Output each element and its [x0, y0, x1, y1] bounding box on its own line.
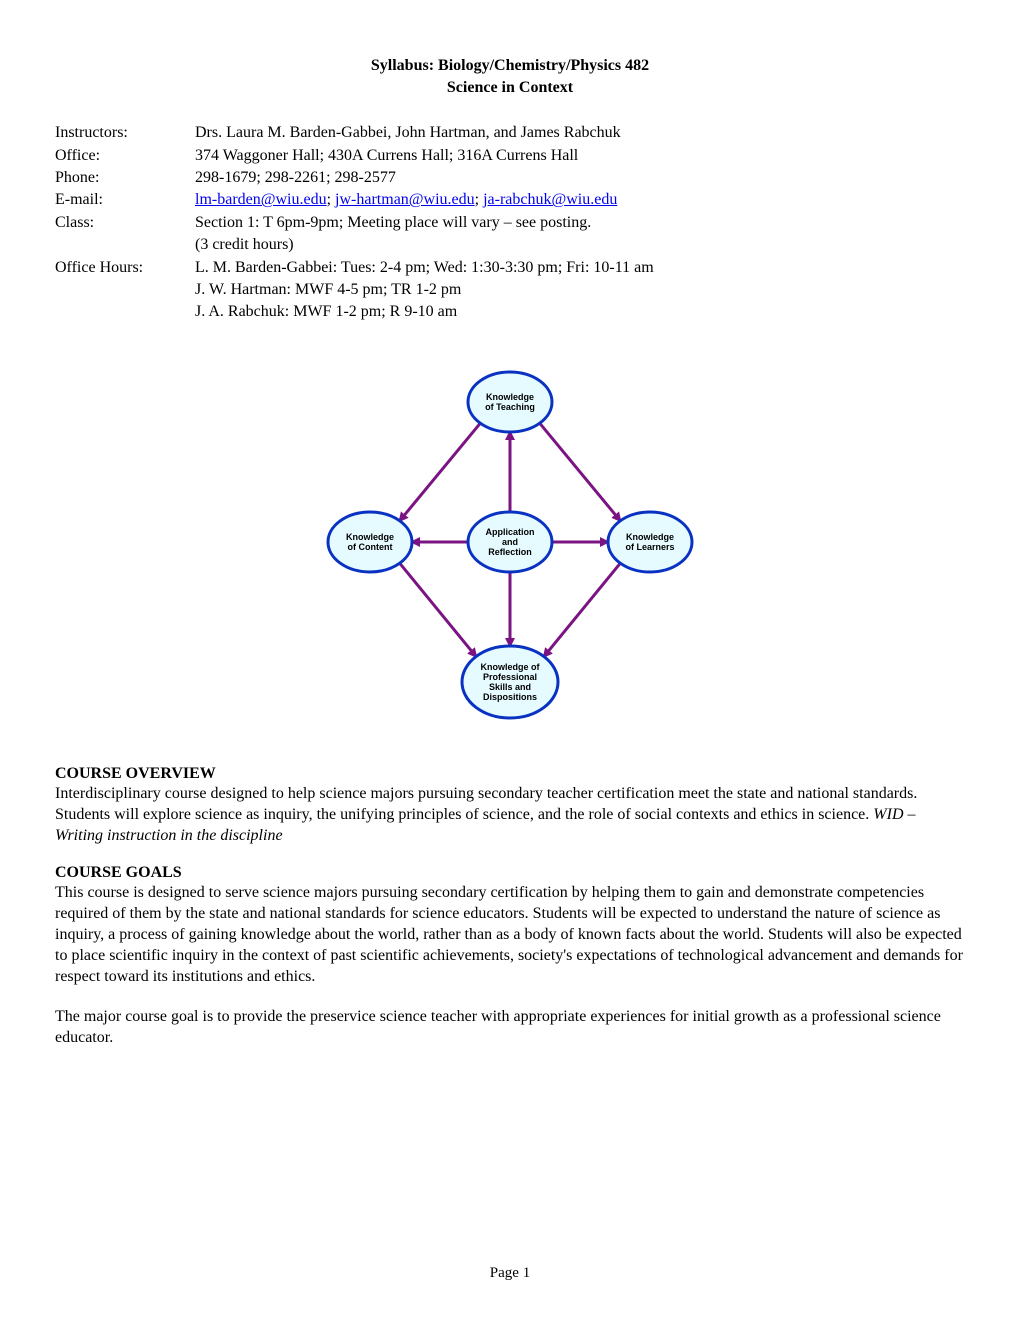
class-value-2: (3 credit hours): [195, 234, 965, 256]
page-footer: Page 1: [0, 1265, 1020, 1282]
class-label: Class:: [55, 212, 195, 234]
svg-text:of Learners: of Learners: [625, 542, 674, 552]
course-goals-heading: COURSE GOALS: [55, 864, 965, 882]
phone-value: 298-1679; 298-2261; 298-2577: [195, 167, 965, 189]
info-row-office-hours-3: J. A. Rabchuk: MWF 1-2 pm; R 9-10 am: [55, 301, 965, 323]
class-label-blank: [55, 234, 195, 256]
phone-label: Phone:: [55, 167, 195, 189]
course-goals-section: COURSE GOALS This course is designed to …: [55, 864, 965, 1048]
email-link-2[interactable]: jw-hartman@wiu.edu: [335, 191, 475, 208]
course-info: Instructors: Drs. Laura M. Barden-Gabbei…: [55, 122, 965, 324]
title-line-1: Syllabus: Biology/Chemistry/Physics 482: [55, 55, 965, 77]
info-row-email: E-mail: lm-barden@wiu.edu; jw-hartman@wi…: [55, 189, 965, 211]
office-hours-label-blank-2: [55, 301, 195, 323]
instructors-label: Instructors:: [55, 122, 195, 144]
svg-text:Skills and: Skills and: [489, 682, 531, 692]
knowledge-diagram: Knowledgeof TeachingKnowledgeof ContentA…: [55, 352, 965, 737]
svg-text:Knowledge: Knowledge: [346, 532, 394, 542]
course-goals-para-1: This course is designed to serve science…: [55, 882, 965, 988]
svg-text:Knowledge: Knowledge: [486, 392, 534, 402]
info-row-office-hours-2: J. W. Hartman: MWF 4-5 pm; TR 1-2 pm: [55, 279, 965, 301]
email-sep-2: ;: [475, 191, 483, 208]
office-hours-label-blank-1: [55, 279, 195, 301]
svg-text:Application: Application: [486, 527, 535, 537]
course-overview-text: Interdisciplinary course designed to hel…: [55, 783, 965, 846]
info-row-office-hours: Office Hours: L. M. Barden-Gabbei: Tues:…: [55, 257, 965, 279]
svg-text:Knowledge of: Knowledge of: [481, 662, 541, 672]
email-link-3[interactable]: ja-rabchuk@wiu.edu: [483, 191, 617, 208]
course-overview-heading: COURSE OVERVIEW: [55, 765, 965, 783]
svg-text:Knowledge: Knowledge: [626, 532, 674, 542]
email-label: E-mail:: [55, 189, 195, 211]
document-title: Syllabus: Biology/Chemistry/Physics 482 …: [55, 55, 965, 98]
svg-text:of Teaching: of Teaching: [485, 402, 535, 412]
svg-text:of Content: of Content: [348, 542, 393, 552]
svg-text:Dispositions: Dispositions: [483, 692, 537, 702]
svg-text:and: and: [502, 537, 518, 547]
office-value: 374 Waggoner Hall; 430A Currens Hall; 31…: [195, 145, 965, 167]
class-value-1: Section 1: T 6pm-9pm; Meeting place will…: [195, 212, 965, 234]
info-row-class-2: (3 credit hours): [55, 234, 965, 256]
page-number: Page 1: [490, 1265, 530, 1281]
svg-text:Professional: Professional: [483, 672, 537, 682]
office-label: Office:: [55, 145, 195, 167]
course-goals-para-2: The major course goal is to provide the …: [55, 1006, 965, 1048]
instructors-value: Drs. Laura M. Barden-Gabbei, John Hartma…: [195, 122, 965, 144]
email-link-1[interactable]: lm-barden@wiu.edu: [195, 191, 327, 208]
email-sep-1: ;: [327, 191, 335, 208]
title-line-2: Science in Context: [55, 77, 965, 99]
office-hours-2: J. W. Hartman: MWF 4-5 pm; TR 1-2 pm: [195, 279, 965, 301]
info-row-class: Class: Section 1: T 6pm-9pm; Meeting pla…: [55, 212, 965, 234]
office-hours-label: Office Hours:: [55, 257, 195, 279]
office-hours-1: L. M. Barden-Gabbei: Tues: 2-4 pm; Wed: …: [195, 257, 965, 279]
diagram-svg: Knowledgeof TeachingKnowledgeof ContentA…: [300, 352, 720, 732]
course-overview-section: COURSE OVERVIEW Interdisciplinary course…: [55, 765, 965, 846]
info-row-phone: Phone: 298-1679; 298-2261; 298-2577: [55, 167, 965, 189]
info-row-office: Office: 374 Waggoner Hall; 430A Currens …: [55, 145, 965, 167]
office-hours-3: J. A. Rabchuk: MWF 1-2 pm; R 9-10 am: [195, 301, 965, 323]
info-row-instructors: Instructors: Drs. Laura M. Barden-Gabbei…: [55, 122, 965, 144]
email-value: lm-barden@wiu.edu; jw-hartman@wiu.edu; j…: [195, 189, 965, 211]
overview-main-text: Interdisciplinary course designed to hel…: [55, 785, 917, 823]
svg-text:Reflection: Reflection: [488, 547, 532, 557]
